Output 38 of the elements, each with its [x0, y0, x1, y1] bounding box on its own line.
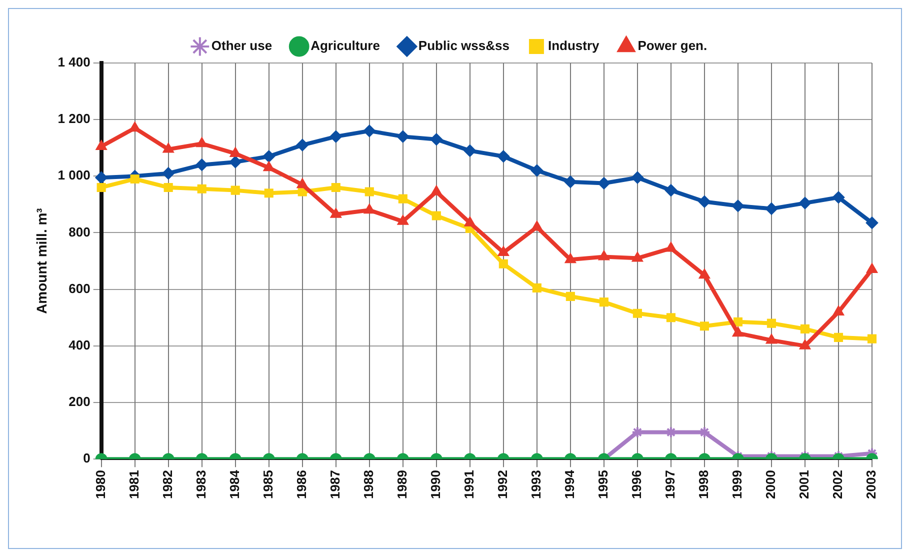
x-tick-label: 1997 — [662, 470, 678, 499]
legend-label: Public wss&ss — [418, 38, 510, 54]
x-tick-label: 1999 — [730, 470, 745, 499]
x-tick-label: 1996 — [629, 470, 644, 499]
legend-label: Industry — [548, 38, 600, 54]
x-tick-label: 1985 — [260, 470, 276, 499]
legend-label: Agriculture — [310, 38, 380, 54]
x-tick-label: 1984 — [226, 469, 242, 499]
y-tick-label: 0 — [83, 450, 90, 466]
x-tick-label: 1990 — [428, 470, 443, 499]
y-tick-label: 1 000 — [58, 168, 90, 183]
x-tick-label: 2002 — [830, 470, 846, 499]
x-tick-label: 1998 — [696, 470, 712, 499]
x-tick-label: 1987 — [327, 470, 342, 499]
x-tick-label: 1980 — [92, 470, 108, 499]
x-tick-label: 1994 — [562, 469, 578, 499]
legend-label: Power gen. — [638, 38, 708, 54]
x-tick-label: 1983 — [193, 470, 208, 499]
y-tick-label: 600 — [68, 280, 90, 296]
x-tick-label: 1988 — [360, 470, 376, 499]
x-tick-label: 1981 — [126, 470, 142, 499]
y-axis-title: Amount mill. m³ — [33, 208, 50, 314]
x-tick-label: 1986 — [294, 470, 309, 499]
y-tick-label: 1 200 — [58, 111, 90, 126]
x-tick-label: 2003 — [864, 470, 879, 499]
x-tick-label: 1982 — [160, 470, 175, 499]
y-tick-label: 800 — [68, 224, 90, 240]
x-tick-label: 1989 — [394, 470, 410, 499]
y-tick-label: 400 — [68, 337, 90, 352]
x-tick-label: 1995 — [596, 470, 611, 499]
x-tick-label: 1991 — [461, 470, 476, 499]
x-tick-label: 2000 — [763, 470, 778, 499]
x-tick-label: 2001 — [796, 470, 812, 499]
y-tick-label: 1 400 — [58, 54, 90, 70]
x-tick-label: 1992 — [495, 470, 510, 499]
legend-label: Other use — [211, 38, 272, 54]
y-tick-label: 200 — [68, 394, 90, 410]
x-tick-label: 1993 — [528, 470, 544, 499]
